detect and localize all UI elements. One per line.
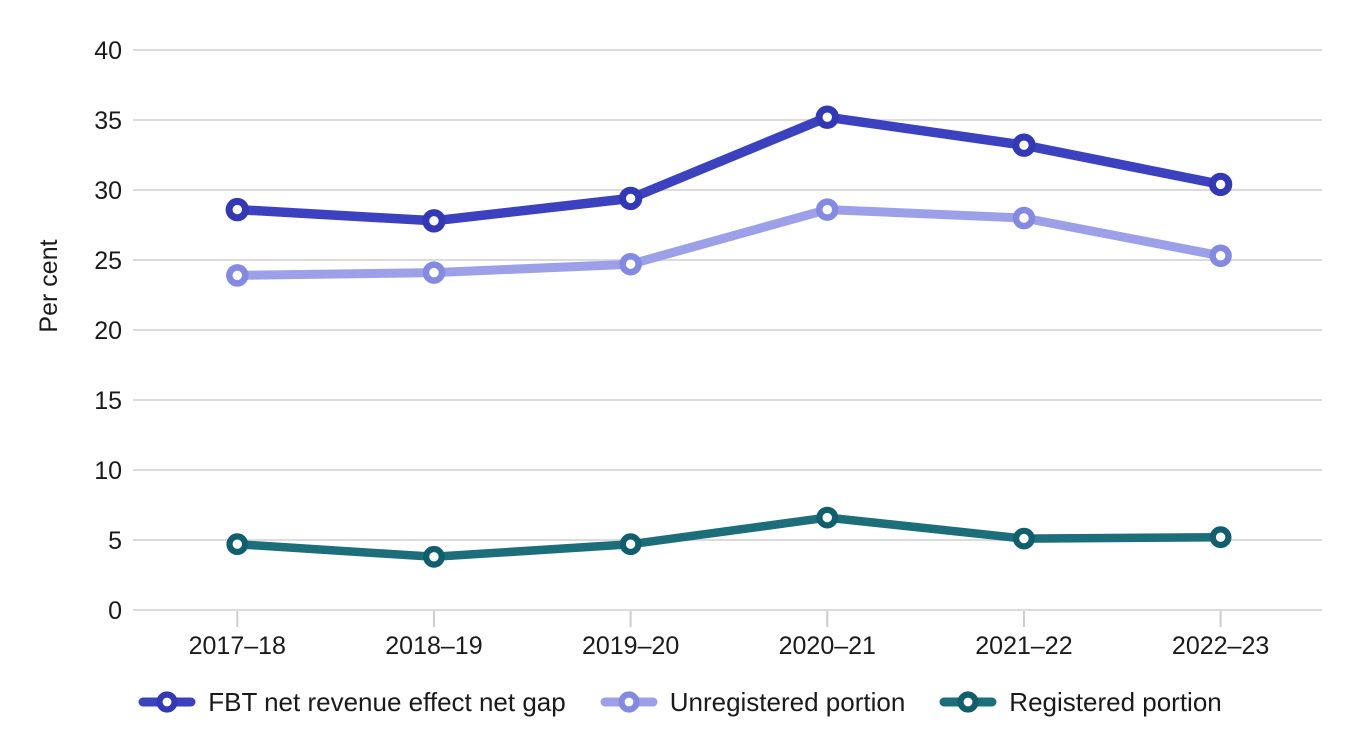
data-point-marker	[1209, 244, 1232, 268]
legend-ring	[618, 691, 640, 713]
data-point-marker	[619, 533, 642, 556]
legend-item-unregistered-portion: Unregistered portion	[600, 686, 906, 718]
legend-ring	[156, 691, 178, 713]
y-tick-label: 10	[94, 457, 122, 485]
data-point-marker	[423, 545, 445, 568]
series-line	[233, 513, 1225, 562]
gridlines	[133, 49, 1322, 611]
x-tick-label: 2021–22	[975, 632, 1072, 660]
series-1	[225, 105, 1233, 233]
x-tick-label: 2017–18	[189, 632, 286, 660]
data-point-marker	[1208, 172, 1233, 197]
line-chart-svg: 0 5 10 15 20 25 30 35 40 2017–18 2018–19 2019–20 202…	[35, 37, 1322, 660]
line-marker-icon	[600, 691, 658, 713]
legend-label: Registered portion	[1009, 686, 1222, 717]
legend-item-fbt-net-gap: FBT net revenue effect net gap	[138, 687, 566, 718]
legend-ring	[957, 691, 979, 713]
legend-item-registered-portion: Registered portion	[939, 686, 1222, 718]
y-tick-label: 25	[94, 247, 122, 275]
chart-legend: FBT net revenue effect net gap Unregiste…	[0, 662, 1360, 756]
x-tick-label: 2020–21	[779, 632, 876, 660]
data-point-marker	[226, 533, 249, 556]
y-axis-title: Per cent	[35, 239, 63, 332]
y-tick-label: 0	[108, 597, 122, 625]
y-tick-label: 15	[94, 387, 122, 415]
data-point-marker	[1012, 133, 1036, 157]
y-tick-label: 35	[94, 107, 122, 135]
data-point-marker	[815, 105, 839, 129]
data-point-marker	[422, 261, 446, 284]
x-tick-label: 2018–19	[385, 632, 482, 660]
data-point-marker	[619, 252, 642, 276]
x-axis: 2017–18 2018–19 2019–20 2020–21 2021–22 2022–…	[189, 611, 1269, 660]
data-point-marker	[1209, 526, 1232, 549]
data-point-marker	[816, 506, 839, 529]
series-2	[226, 198, 1232, 287]
y-axis-tick-labels: 0 5 10 15 20 25 30 35 40	[94, 37, 122, 625]
y-tick-label: 30	[94, 177, 122, 205]
series-line	[232, 112, 1226, 226]
data-point-marker	[226, 264, 249, 287]
y-tick-label: 20	[94, 317, 122, 345]
data-point-marker	[225, 197, 250, 222]
chart-plot-area: 0 5 10 15 20 25 30 35 40 2017–18 2018–19 2019–20 202…	[35, 37, 1322, 660]
data-point-marker	[422, 209, 446, 233]
series-3	[226, 506, 1232, 568]
legend-label: Unregistered portion	[669, 686, 906, 717]
y-tick-label: 40	[94, 37, 122, 65]
legend-label: FBT net revenue effect net gap	[208, 686, 566, 717]
x-tick-label: 2022–23	[1172, 632, 1269, 660]
y-tick-label: 5	[108, 527, 122, 555]
data-point-marker	[618, 186, 643, 211]
line-marker-icon	[138, 691, 196, 713]
data-point-marker	[816, 198, 839, 221]
series-line	[232, 205, 1226, 280]
line-marker-icon	[939, 691, 997, 713]
x-tick-label: 2019–20	[582, 632, 679, 660]
data-point-marker	[1013, 527, 1035, 550]
data-point-marker	[1012, 206, 1036, 230]
